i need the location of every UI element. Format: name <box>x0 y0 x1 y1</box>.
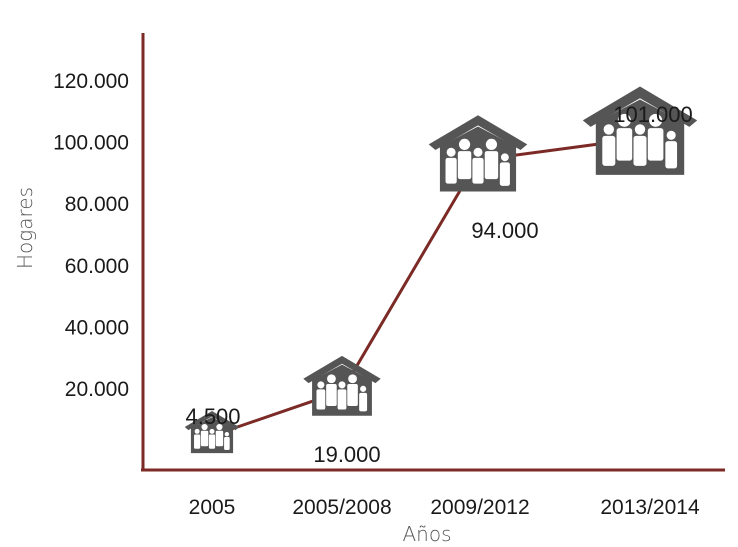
series-line <box>211 137 641 438</box>
house-marker-group <box>184 86 698 454</box>
house-marker <box>582 86 698 175</box>
x-tick-label: 2005 <box>189 496 236 519</box>
house-marker <box>428 115 528 192</box>
x-axis-label: Años <box>402 522 451 546</box>
x-tick-label: 2013/2014 <box>600 496 700 519</box>
house-marker <box>184 410 240 454</box>
y-tick-label: 80.000 <box>65 193 129 216</box>
y-axis-label: Hogares <box>13 187 37 269</box>
data-label: 19.000 <box>313 442 380 467</box>
data-label: 94.000 <box>471 218 538 243</box>
house-family-icon <box>582 86 698 175</box>
y-tick-label: 100.000 <box>53 132 129 155</box>
y-tick-label: 60.000 <box>65 255 129 278</box>
y-axis-ticks: 20.000 40.000 60.000 80.000 100.000 120.000 <box>53 70 129 401</box>
x-tick-label: 2009/2012 <box>430 496 529 519</box>
house-family-icon <box>303 355 381 416</box>
house-family-icon <box>184 410 240 454</box>
data-label: 4.500 <box>185 404 240 429</box>
y-tick-label: 120.000 <box>53 70 129 93</box>
data-label-group: 4.500 19.000 94.000 101.000 <box>185 102 692 467</box>
house-marker <box>303 355 381 416</box>
x-tick-label: 2005/2008 <box>292 496 391 519</box>
series-line-group <box>211 137 641 438</box>
y-tick-label: 20.000 <box>65 378 129 401</box>
x-axis-ticks: 2005 2005/2008 2009/2012 2013/2014 <box>189 496 700 519</box>
y-tick-label: 40.000 <box>65 316 129 339</box>
house-family-icon <box>428 115 528 192</box>
chart-axes <box>141 33 725 472</box>
data-label: 101.000 <box>613 102 693 127</box>
